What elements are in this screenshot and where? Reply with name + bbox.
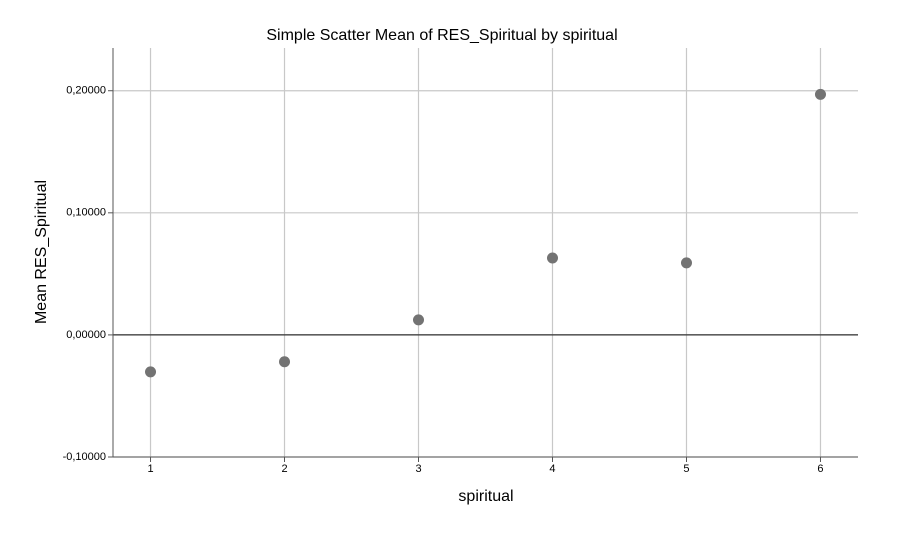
x-tick-label: 1: [147, 463, 153, 475]
point: [546, 252, 558, 264]
y-axis-label: Mean RES_Spiritual: [33, 180, 50, 324]
x-tick-label: 2: [281, 463, 287, 475]
x-tick-label: 6: [817, 463, 823, 475]
y-tick-label: 0,20000: [66, 85, 106, 97]
x-tick-label: 4: [549, 463, 555, 475]
y-tick-label: -0,10000: [63, 451, 106, 463]
point: [814, 88, 826, 100]
x-tick-label: 5: [683, 463, 689, 475]
y-tick-label: 0,10000: [66, 207, 106, 219]
y-tick-label: 0,00000: [66, 329, 106, 341]
point: [680, 257, 692, 269]
chart-title: Simple Scatter Mean of RES_Spiritual by …: [266, 27, 617, 44]
point: [279, 356, 291, 368]
point: [413, 314, 425, 326]
x-tick-label: 3: [415, 463, 421, 475]
point: [145, 366, 157, 378]
x-axis-label: spiritual: [458, 488, 513, 505]
